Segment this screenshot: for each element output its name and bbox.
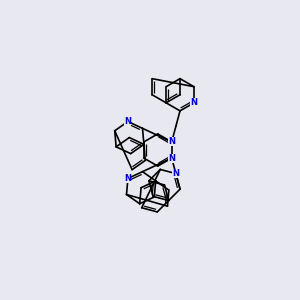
Text: N: N <box>168 154 175 163</box>
Text: N: N <box>124 117 131 126</box>
Text: N: N <box>124 174 131 183</box>
Text: N: N <box>168 137 175 146</box>
Text: N: N <box>172 169 179 178</box>
Text: N: N <box>190 98 197 107</box>
